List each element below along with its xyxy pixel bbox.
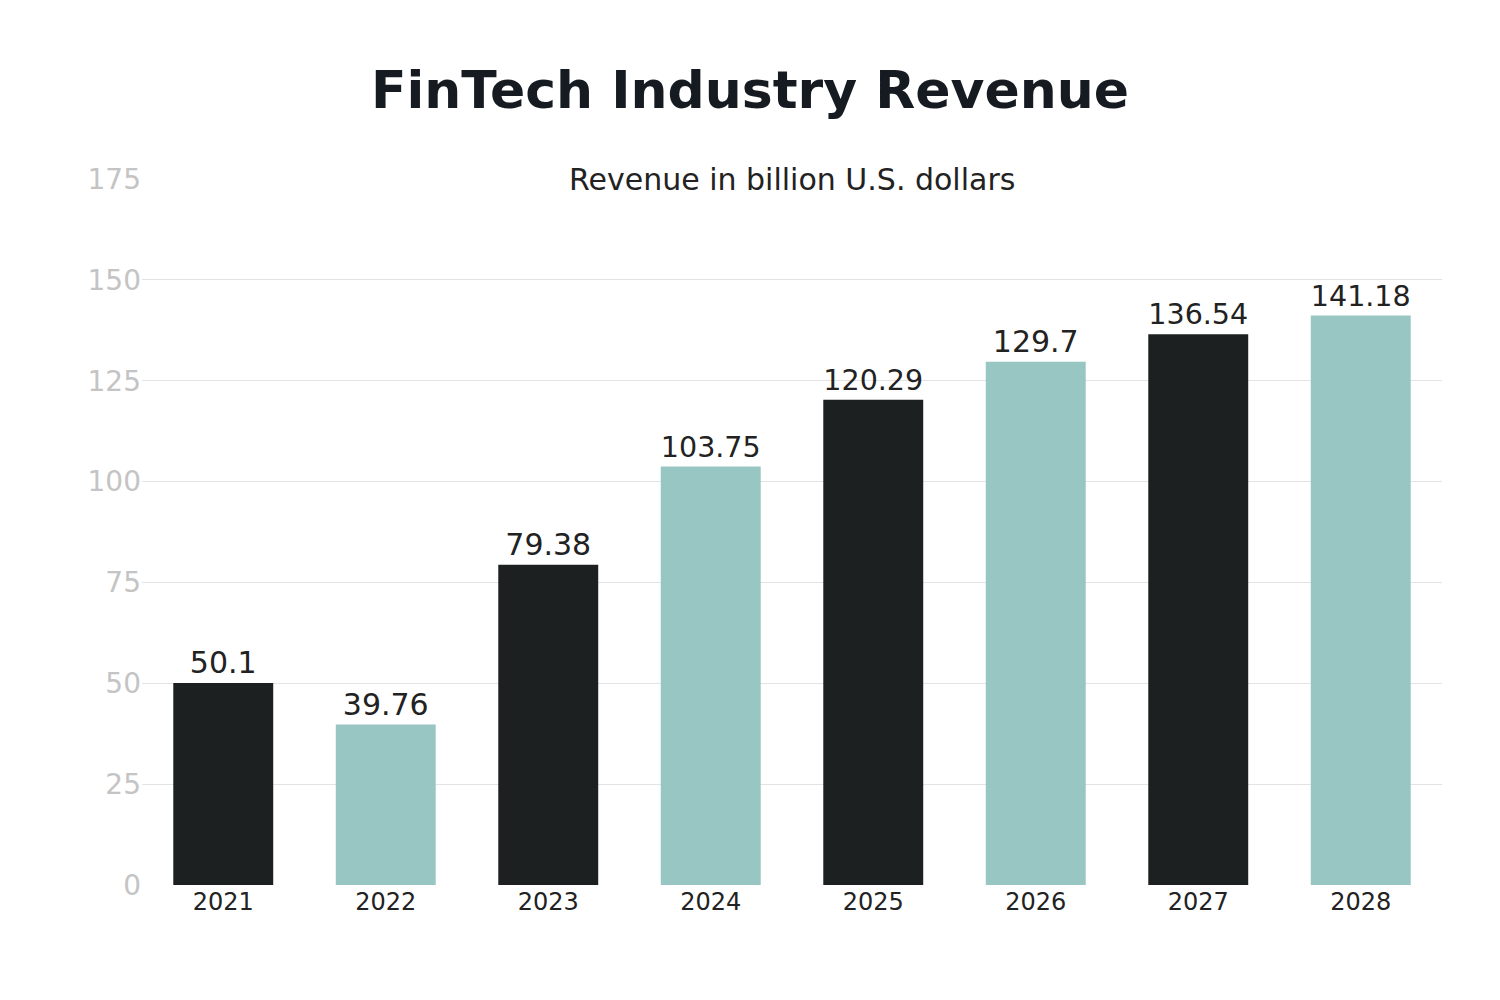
svg-text:79.38: 79.38 [505,527,591,562]
svg-text:2024: 2024 [680,888,741,916]
svg-text:39.76: 39.76 [343,687,429,722]
svg-text:2021: 2021 [193,888,254,916]
svg-text:2023: 2023 [518,888,579,916]
svg-text:50.1: 50.1 [190,645,257,680]
svg-text:129.7: 129.7 [993,324,1079,359]
svg-text:141.18: 141.18 [1311,279,1411,313]
svg-text:150: 150 [88,264,141,297]
svg-text:75: 75 [105,566,141,599]
svg-text:Revenue in billion U.S. dollar: Revenue in billion U.S. dollars [569,162,1015,197]
svg-text:120.29: 120.29 [823,363,923,397]
svg-text:100: 100 [88,465,141,498]
svg-text:0: 0 [123,869,141,902]
svg-text:2027: 2027 [1168,888,1229,916]
svg-text:2025: 2025 [843,888,904,916]
svg-text:125: 125 [88,365,141,398]
svg-text:FinTech Industry Revenue: FinTech Industry Revenue [371,60,1129,120]
svg-text:2028: 2028 [1330,888,1391,916]
svg-text:50: 50 [105,667,141,700]
svg-text:103.75: 103.75 [661,430,761,464]
svg-text:2026: 2026 [1005,888,1066,916]
svg-text:175: 175 [88,163,141,196]
svg-text:25: 25 [105,768,141,801]
svg-text:2022: 2022 [355,888,416,916]
svg-text:136.54: 136.54 [1148,297,1248,331]
